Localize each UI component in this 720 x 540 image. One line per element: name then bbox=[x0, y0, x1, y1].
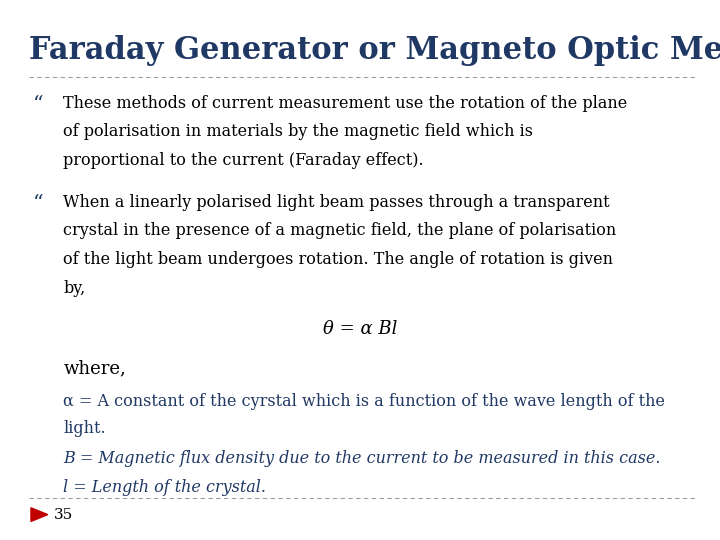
Text: “: “ bbox=[32, 194, 43, 213]
Text: Faraday Generator or Magneto Optic Method: Faraday Generator or Magneto Optic Metho… bbox=[29, 35, 720, 66]
Polygon shape bbox=[31, 508, 48, 522]
Text: crystal in the presence of a magnetic field, the plane of polarisation: crystal in the presence of a magnetic fi… bbox=[63, 222, 616, 239]
Text: proportional to the current (Faraday effect).: proportional to the current (Faraday eff… bbox=[63, 152, 424, 168]
Text: where,: where, bbox=[63, 359, 126, 377]
Text: of the light beam undergoes rotation. The angle of rotation is given: of the light beam undergoes rotation. Th… bbox=[63, 251, 613, 268]
Text: light.: light. bbox=[63, 420, 106, 437]
Text: of polarisation in materials by the magnetic field which is: of polarisation in materials by the magn… bbox=[63, 123, 534, 140]
Text: These methods of current measurement use the rotation of the plane: These methods of current measurement use… bbox=[63, 94, 628, 111]
Text: When a linearly polarised light beam passes through a transparent: When a linearly polarised light beam pas… bbox=[63, 194, 610, 211]
Text: “: “ bbox=[32, 94, 43, 113]
Text: l = Length of the crystal.: l = Length of the crystal. bbox=[63, 479, 266, 496]
Text: 35: 35 bbox=[54, 508, 73, 522]
Text: α = A constant of the cyrstal which is a function of the wave length of the: α = A constant of the cyrstal which is a… bbox=[63, 393, 665, 410]
Text: by,: by, bbox=[63, 280, 86, 296]
Text: θ = α Bl: θ = α Bl bbox=[323, 320, 397, 338]
Text: B = Magnetic flux density due to the current to be measured in this case.: B = Magnetic flux density due to the cur… bbox=[63, 450, 661, 467]
